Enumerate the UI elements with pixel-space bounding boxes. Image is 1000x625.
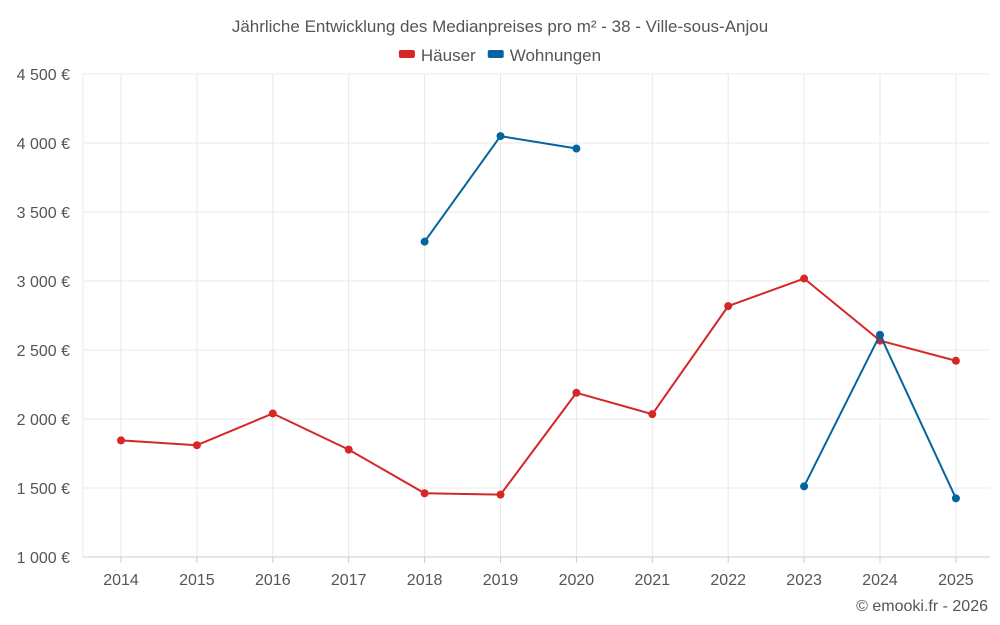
data-point[interactable] bbox=[117, 436, 125, 445]
data-point[interactable] bbox=[876, 330, 884, 339]
data-point[interactable] bbox=[420, 489, 429, 498]
x-tick-label: 2015 bbox=[179, 572, 215, 589]
y-tick-label: 2 500 € bbox=[17, 343, 70, 360]
legend[interactable]: Häuser Wohnungen bbox=[398, 46, 601, 65]
x-axis: 2014 2015 2016 2017 2018 2019 2020 2021 2022 2023… bbox=[83, 556, 990, 589]
x-tick-label: 2014 bbox=[103, 572, 139, 589]
data-point[interactable] bbox=[951, 494, 960, 503]
x-tick-label: 2024 bbox=[862, 572, 898, 589]
data-point[interactable] bbox=[572, 144, 581, 153]
y-tick-label: 4 500 € bbox=[17, 67, 70, 84]
x-tick-label: 2022 bbox=[710, 572, 746, 589]
data-point[interactable] bbox=[268, 409, 277, 418]
x-tick-label: 2019 bbox=[483, 572, 519, 589]
data-point[interactable] bbox=[724, 302, 733, 311]
y-tick-label: 3 500 € bbox=[17, 205, 70, 222]
data-point[interactable] bbox=[192, 441, 201, 450]
data-point[interactable] bbox=[800, 482, 809, 491]
y-tick-label: 4 000 € bbox=[17, 136, 70, 153]
x-tick-label: 2021 bbox=[635, 572, 671, 589]
data-point[interactable] bbox=[800, 274, 809, 283]
y-axis: 1 000 € 1 500 € 2 000 € 2 500 € 3 000 € 3 500… bbox=[17, 67, 70, 567]
series-line bbox=[120, 277, 957, 496]
y-tick-label: 2 000 € bbox=[17, 412, 70, 429]
series-wohnungen bbox=[420, 132, 960, 503]
data-point[interactable] bbox=[496, 490, 505, 499]
legend-swatch bbox=[487, 50, 504, 58]
credit-text: © emooki.fr - 2026 bbox=[856, 598, 988, 615]
legend-label: Wohnungen bbox=[510, 46, 601, 65]
x-tick-label: 2016 bbox=[255, 572, 291, 589]
data-point[interactable] bbox=[648, 410, 657, 419]
series-group bbox=[117, 132, 960, 503]
y-tick-label: 1 000 € bbox=[17, 550, 70, 567]
legend-swatch bbox=[398, 50, 415, 58]
x-tick-label: 2017 bbox=[331, 572, 367, 589]
legend-item-häuser[interactable]: Häuser bbox=[398, 46, 476, 65]
data-point[interactable] bbox=[951, 356, 960, 365]
y-tick-label: 1 500 € bbox=[17, 481, 70, 498]
gridlines bbox=[82, 73, 990, 558]
x-tick-label: 2018 bbox=[407, 572, 443, 589]
x-tick-label: 2023 bbox=[786, 572, 822, 589]
legend-label: Häuser bbox=[421, 46, 476, 65]
data-point[interactable] bbox=[420, 237, 429, 246]
x-tick-label: 2020 bbox=[559, 572, 595, 589]
data-point[interactable] bbox=[496, 132, 505, 141]
data-point[interactable] bbox=[344, 445, 353, 454]
chart-title: Jährliche Entwicklung des Medianpreises … bbox=[232, 17, 768, 36]
x-tick-label: 2025 bbox=[938, 572, 974, 589]
series-häuser bbox=[117, 274, 960, 499]
legend-item-wohnungen[interactable]: Wohnungen bbox=[487, 46, 601, 65]
y-tick-label: 3 000 € bbox=[17, 274, 70, 291]
data-point[interactable] bbox=[572, 388, 581, 397]
